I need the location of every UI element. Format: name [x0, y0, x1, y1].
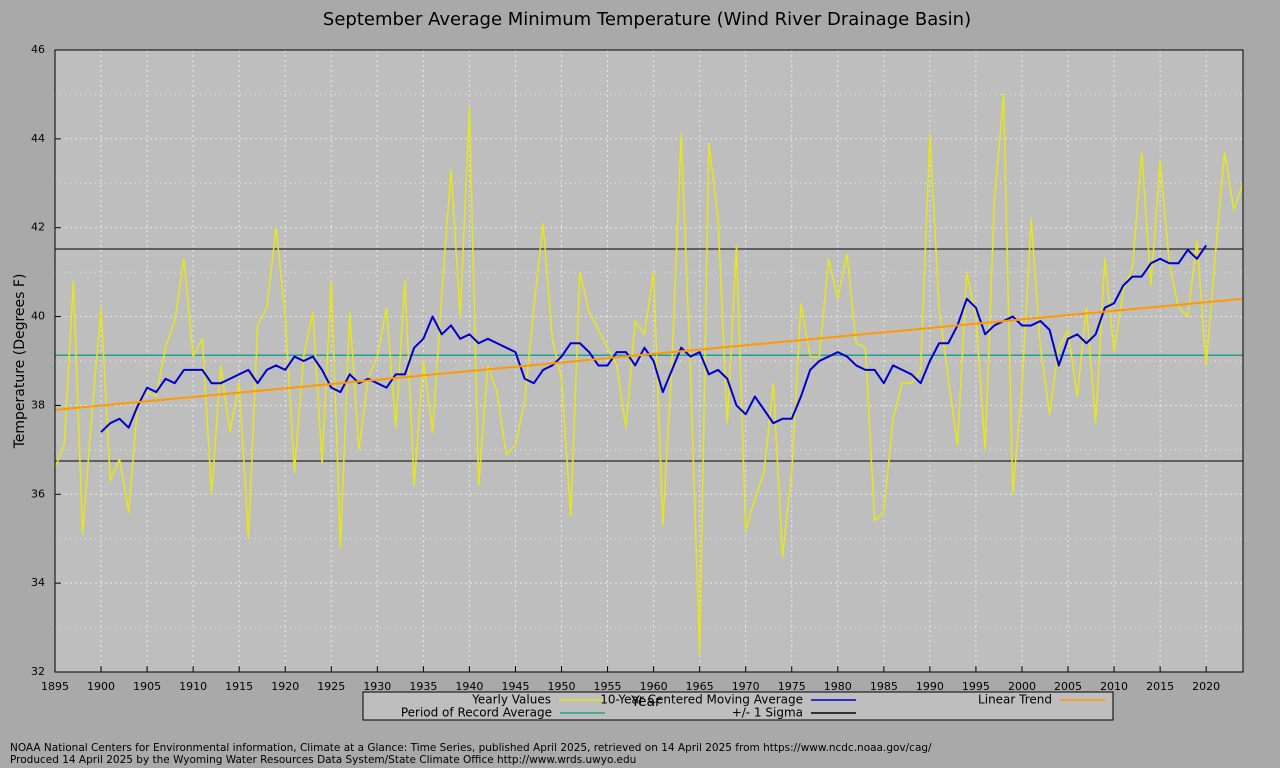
x-tick-label: 2005	[1054, 680, 1082, 693]
y-axis-label: Temperature (Degrees F)	[12, 274, 28, 450]
x-tick-label: 1930	[363, 680, 391, 693]
footer: NOAA National Centers for Environmental …	[10, 742, 932, 754]
y-tick-label: 38	[31, 398, 45, 411]
x-tick-label: 2015	[1146, 680, 1174, 693]
legend-label: Period of Record Average	[401, 706, 552, 720]
legend-label: Yearly Values	[471, 693, 551, 707]
x-tick-label: 1945	[501, 680, 529, 693]
series-line	[54, 93, 1244, 655]
series-line	[100, 244, 1207, 433]
x-tick-label: 2020	[1192, 680, 1220, 693]
x-tick-label: 1915	[225, 680, 253, 693]
x-tick-label: 1975	[778, 680, 806, 693]
legend-label: 10-Year Centered Moving Average	[600, 693, 803, 707]
y-tick-label: 44	[31, 132, 45, 145]
legend-label: Linear Trend	[978, 693, 1052, 707]
y-tick-label: 34	[31, 576, 45, 589]
y-tick-label: 42	[31, 221, 45, 234]
x-tick-label: 1935	[409, 680, 437, 693]
x-axis-label: Year	[630, 694, 661, 710]
x-tick-label: 1940	[455, 680, 483, 693]
x-tick-label: 1920	[271, 680, 299, 693]
x-tick-label: 1895	[41, 680, 69, 693]
footer: Produced 14 April 2025 by the Wyoming Wa…	[10, 754, 636, 766]
y-tick-label: 46	[31, 43, 45, 56]
y-tick-label: 36	[31, 487, 45, 500]
x-tick-label: 1985	[870, 680, 898, 693]
legend-label: +/- 1 Sigma	[732, 706, 803, 720]
x-tick-label: 1950	[548, 680, 576, 693]
x-tick-label: 1970	[732, 680, 760, 693]
x-tick-label: 1900	[87, 680, 115, 693]
legend	[362, 691, 1114, 721]
x-tick-label: 1960	[640, 680, 668, 693]
y-tick-label: 40	[31, 310, 45, 323]
x-tick-label: 2010	[1100, 680, 1128, 693]
chart-title: September Average Minimum Temperature (W…	[323, 9, 971, 30]
x-tick-label: 1965	[686, 680, 714, 693]
y-tick-label: 32	[31, 665, 45, 678]
x-tick-label: 2000	[1008, 680, 1036, 693]
series-line	[54, 297, 1244, 411]
x-tick-label: 1910	[179, 680, 207, 693]
x-tick-label: 1955	[594, 680, 622, 693]
x-tick-label: 1905	[133, 680, 161, 693]
x-tick-label: 1990	[916, 680, 944, 693]
plot-area	[54, 49, 1244, 673]
x-tick-label: 1995	[962, 680, 990, 693]
plot-area	[54, 49, 1244, 673]
x-tick-label: 1925	[317, 680, 345, 693]
x-tick-label: 1980	[824, 680, 852, 693]
